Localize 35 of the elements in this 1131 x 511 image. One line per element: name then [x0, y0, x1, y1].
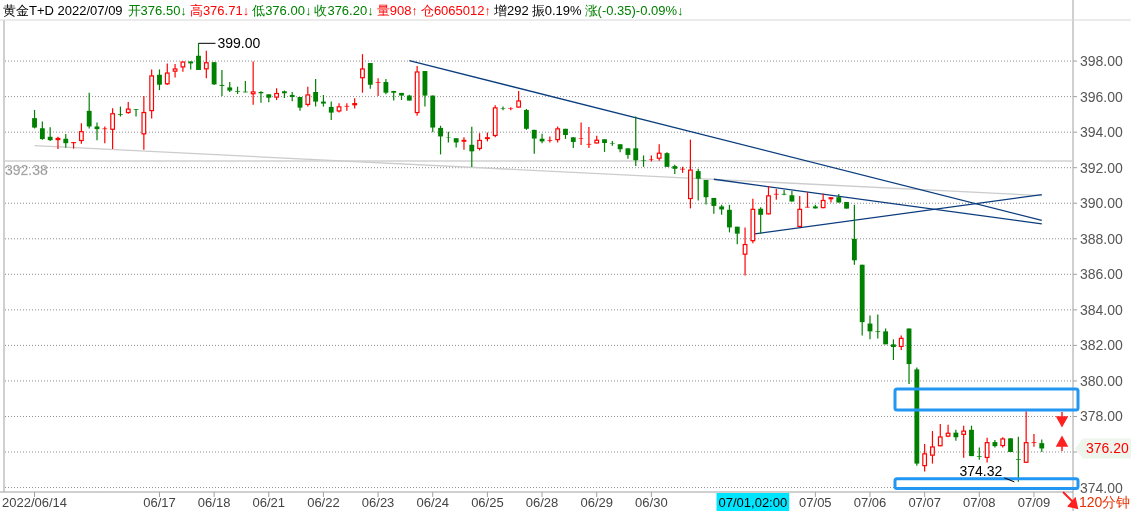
x-tick-label: 06/21	[252, 495, 286, 510]
x-tick-label: 07/09	[1017, 495, 1051, 510]
x-tick-label: 06/18	[197, 495, 231, 510]
y-tick-label: 390.00	[1080, 195, 1124, 212]
cursor-label: 07/01,02:00	[718, 495, 788, 510]
ref-line-label: 392.38	[5, 161, 49, 178]
x-tick-label: 07/08	[963, 495, 996, 510]
y-tick-label: 374.00	[1080, 479, 1124, 496]
x-tick-label: 07/06	[853, 495, 887, 510]
last-price: 376.20	[1086, 440, 1129, 457]
x-tick-label: 06/29	[580, 495, 613, 510]
x-tick-label: 06/22	[307, 495, 340, 510]
x-tick-label: 06/17	[143, 495, 176, 510]
y-tick-label: 380.00	[1080, 372, 1124, 389]
x-tick-label: 07/07	[908, 495, 941, 510]
y-tick-label: 396.00	[1080, 88, 1124, 105]
y-tick-label: 386.00	[1080, 266, 1124, 283]
period: 120分钟	[1079, 494, 1131, 510]
title: 黄金T+D 2022/07/09	[3, 3, 123, 18]
y-tick-label: 382.00	[1080, 337, 1124, 354]
y-tick-label: 384.00	[1080, 301, 1124, 318]
x-tick-label: 06/30	[635, 495, 668, 510]
y-tick-label: 394.00	[1080, 124, 1124, 141]
x-tick-label: 06/23	[361, 495, 395, 510]
y-tick-label: 378.00	[1080, 408, 1124, 425]
y-tick-label: 392.00	[1080, 159, 1124, 176]
y-tick-label: 398.00	[1080, 53, 1124, 70]
x-tick-label: 06/25	[471, 495, 504, 510]
x-tick-label: 2022/06/14	[2, 495, 68, 510]
x-tick-label: 07/05	[799, 495, 832, 510]
y-tick-label: 388.00	[1080, 230, 1124, 247]
x-tick-label: 06/24	[416, 495, 449, 510]
annotation: 374.32	[959, 462, 1003, 479]
annotation: 399.00	[217, 35, 261, 52]
x-tick-label: 06/28	[525, 495, 559, 510]
